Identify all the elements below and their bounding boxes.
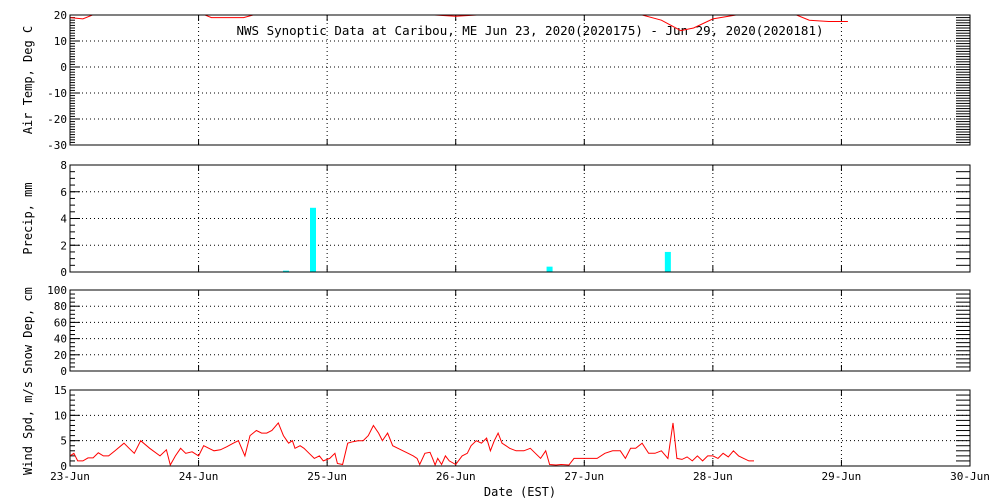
air-temp-frame	[69, 14, 971, 146]
air-temp-tick-label: -30	[47, 139, 67, 152]
wind-speed-panel: 0 5 10 15 Wind Spd, m/s	[21, 381, 971, 475]
x-tick-label: 26-Jun	[436, 470, 476, 483]
air-temp-tick-label: -20	[47, 113, 67, 126]
precip-bar	[546, 266, 553, 272]
precip-tick-label: 2	[60, 239, 67, 252]
wind-speed-frame	[69, 389, 971, 467]
x-tick-label: 27-Jun	[564, 470, 604, 483]
precip-y-label: Precip, mm	[21, 182, 35, 254]
precip-bar	[310, 207, 316, 272]
precip-tick-label: 6	[60, 186, 67, 199]
snow-depth-panel: 0 20 40 60 80 100 Snow Dep, cm	[21, 284, 971, 378]
air-temp-tick-label: -10	[47, 87, 67, 100]
wind-speed-tick-label: 10	[54, 409, 67, 422]
precip-frame	[69, 164, 971, 273]
wind-speed-tick-label: 5	[60, 435, 67, 448]
wind-speed-series-line	[70, 421, 754, 466]
snow-depth-tick-label: 80	[54, 300, 67, 313]
snow-depth-tick-label: 0	[60, 365, 67, 378]
air-temp-tick-label: 10	[54, 35, 67, 48]
air-temp-panel: -30 -20 -10 0 10 20 Air Temp, Deg C	[21, 9, 971, 152]
precip-tick-label: 8	[60, 159, 67, 172]
precip-bar	[664, 251, 671, 272]
precip-panel: 0 2 4 6 8 Precip, mm	[21, 159, 971, 279]
snow-depth-tick-label: 60	[54, 316, 67, 329]
precip-bar	[283, 270, 289, 272]
x-tick-label: 29-Jun	[822, 470, 862, 483]
snow-depth-tick-label: 20	[54, 349, 67, 362]
x-tick-label: 23-Jun	[50, 470, 90, 483]
air-temp-y-label: Air Temp, Deg C	[21, 26, 35, 134]
snow-depth-frame	[69, 289, 971, 372]
chart-title: NWS Synoptic Data at Caribou, ME Jun 23,…	[237, 23, 824, 38]
snow-depth-tick-label: 40	[54, 333, 67, 346]
x-axis-label: Date (EST)	[484, 485, 556, 499]
x-tick-label: 24-Jun	[179, 470, 219, 483]
chart-panels: -30 -20 -10 0 10 20 Air Temp, Deg C 0 2 4 6 8 Precip…	[21, 9, 990, 483]
wind-speed-y-label: Wind Spd, m/s	[21, 381, 35, 475]
snow-depth-tick-label: 100	[47, 284, 67, 297]
x-tick-label: 30-Jun	[950, 470, 990, 483]
precip-tick-label: 4	[60, 213, 67, 226]
x-tick-label: 28-Jun	[693, 470, 733, 483]
air-temp-tick-label: 20	[54, 9, 67, 22]
wind-speed-tick-label: 15	[54, 384, 67, 397]
precip-tick-label: 0	[60, 266, 67, 279]
snow-depth-y-label: Snow Dep, cm	[21, 287, 35, 374]
air-temp-tick-label: 0	[60, 61, 67, 74]
wind-speed-tick-label: 0	[60, 460, 67, 473]
x-tick-label: 25-Jun	[307, 470, 347, 483]
